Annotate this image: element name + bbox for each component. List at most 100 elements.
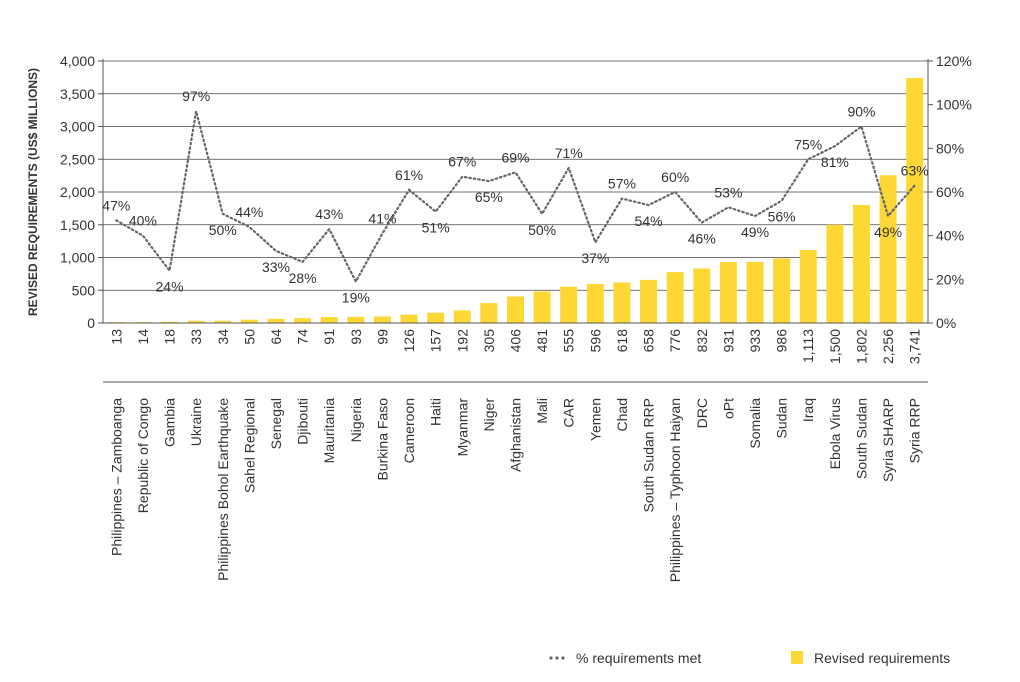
bar bbox=[879, 175, 897, 323]
bar bbox=[427, 312, 445, 323]
pct-label: 50% bbox=[528, 222, 556, 238]
pct-line-path bbox=[115, 110, 916, 284]
pct-label: 47% bbox=[102, 197, 130, 213]
axes bbox=[98, 59, 933, 383]
category-label: Afghanistan bbox=[508, 398, 524, 472]
y2-tick-label: 0% bbox=[936, 315, 956, 331]
pct-label: 49% bbox=[874, 224, 902, 240]
category-label: Burkina Faso bbox=[374, 398, 390, 481]
legend-bar-label: Revised requirements bbox=[814, 650, 950, 666]
y2-tick-label: 40% bbox=[936, 228, 964, 244]
pct-label: 67% bbox=[448, 154, 476, 170]
pct-label: 65% bbox=[475, 189, 503, 205]
bar-value-label: 1,802 bbox=[853, 329, 869, 364]
pct-label: 33% bbox=[262, 259, 290, 275]
category-label: Gambia bbox=[162, 398, 178, 447]
y-tick-label: 500 bbox=[72, 282, 96, 298]
pct-label: 41% bbox=[368, 210, 396, 226]
category-label: Myanmar bbox=[454, 398, 470, 457]
pct-label: 69% bbox=[501, 149, 529, 165]
category-label: Ukraine bbox=[188, 398, 204, 446]
bar bbox=[480, 303, 498, 323]
y-tick-label: 1,500 bbox=[60, 217, 95, 233]
category-label: Mauritania bbox=[321, 398, 337, 464]
bar-value-label: 192 bbox=[454, 329, 470, 353]
y-tick-label: 4,000 bbox=[60, 53, 95, 69]
bar bbox=[267, 318, 285, 323]
bar bbox=[852, 204, 870, 323]
bar bbox=[906, 77, 924, 323]
category-label: oPt bbox=[720, 398, 736, 419]
y-tick-label: 3,000 bbox=[60, 119, 95, 135]
bar bbox=[187, 320, 205, 323]
y2-tick-label: 100% bbox=[936, 97, 972, 113]
labels: 0 500 1,000 1,500 2,000 2,500 3,000 3,500 4,000 0… bbox=[60, 53, 972, 582]
pct-label: 51% bbox=[422, 220, 450, 236]
legend-bar-swatch bbox=[791, 651, 803, 664]
bar-value-label: 50 bbox=[241, 329, 257, 345]
category-label: Niger bbox=[481, 398, 497, 432]
bar bbox=[400, 314, 418, 323]
bar-value-label: 555 bbox=[561, 329, 577, 353]
bar-value-label: 34 bbox=[215, 329, 231, 345]
pct-label: 43% bbox=[315, 206, 343, 222]
category-label: Nigeria bbox=[348, 398, 364, 443]
bar bbox=[533, 291, 551, 323]
category-label: DRC bbox=[694, 398, 710, 428]
category-label: Senegal bbox=[268, 398, 284, 449]
category-label: Ebola Virus bbox=[827, 398, 843, 469]
category-label: South Sudan bbox=[853, 398, 869, 479]
bar-value-label: 305 bbox=[481, 329, 497, 353]
bar-value-label: 13 bbox=[108, 329, 124, 345]
category-label: Sudan bbox=[774, 398, 790, 438]
category-label: Iraq bbox=[800, 398, 816, 422]
y-tick-label: 3,500 bbox=[60, 86, 95, 102]
bar-value-label: 596 bbox=[587, 329, 603, 353]
bar-value-label: 74 bbox=[295, 329, 311, 345]
bar bbox=[693, 268, 711, 323]
category-label: Somalia bbox=[747, 398, 763, 449]
pct-label: 81% bbox=[821, 154, 849, 170]
category-label: South Sudan RRP bbox=[641, 398, 657, 512]
bar-value-label: 14 bbox=[135, 329, 151, 345]
bar bbox=[347, 316, 365, 323]
pct-label: 57% bbox=[608, 176, 636, 192]
pct-label: 44% bbox=[235, 204, 263, 220]
bar bbox=[320, 317, 338, 323]
bar-value-label: 91 bbox=[321, 329, 337, 345]
category-label: Mali bbox=[534, 398, 550, 424]
pct-label: 50% bbox=[209, 222, 237, 238]
y2-tick-label: 80% bbox=[936, 140, 964, 156]
y-tick-label: 1,000 bbox=[60, 250, 95, 266]
category-label: Syria SHARP bbox=[880, 398, 896, 482]
bar-value-label: 832 bbox=[694, 329, 710, 353]
bar bbox=[560, 286, 578, 323]
bar-value-label: 33 bbox=[188, 329, 204, 345]
y-axis-title: REVISED REQUIREMENTS (US$ MILLIONS) bbox=[26, 68, 40, 316]
pct-label: 61% bbox=[395, 167, 423, 183]
bar-value-label: 481 bbox=[534, 329, 550, 353]
bars bbox=[107, 77, 924, 323]
category-label: Philippines – Zamboanga bbox=[108, 398, 124, 556]
bar-value-label: 1,113 bbox=[800, 329, 816, 363]
pct-label: 28% bbox=[289, 270, 317, 286]
bar bbox=[773, 258, 791, 323]
bar-value-label: 93 bbox=[348, 329, 364, 345]
bar-value-label: 126 bbox=[401, 329, 417, 353]
pct-label: 71% bbox=[555, 145, 583, 161]
pct-label: 46% bbox=[688, 231, 716, 247]
bar-value-label: 658 bbox=[641, 329, 657, 353]
bar bbox=[666, 272, 684, 323]
bar-value-label: 1,500 bbox=[827, 329, 843, 364]
category-label: Cameroon bbox=[401, 398, 417, 463]
legend-line-label: % requirements met bbox=[576, 650, 701, 666]
bar bbox=[799, 250, 817, 323]
bar bbox=[373, 316, 391, 323]
bar bbox=[294, 318, 312, 323]
bar-value-label: 3,741 bbox=[907, 329, 923, 364]
bar-value-label: 2,256 bbox=[880, 329, 896, 364]
category-label: CAR bbox=[561, 398, 577, 428]
bar-value-label: 18 bbox=[162, 329, 178, 345]
pct-label: 60% bbox=[661, 169, 689, 185]
